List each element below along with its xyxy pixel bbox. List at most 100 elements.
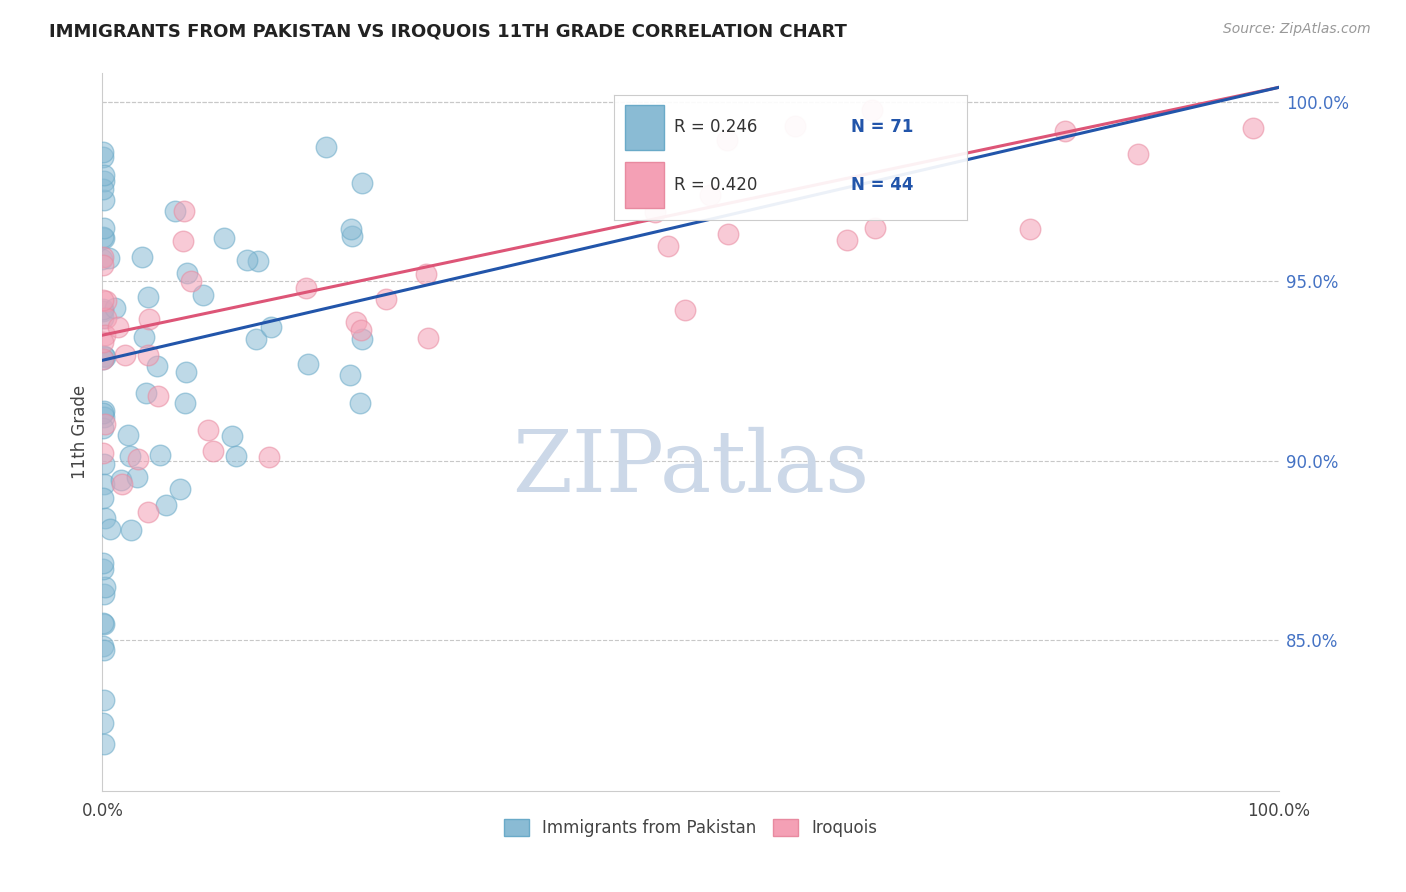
Point: [225, 449, 247, 463]
Point: [93, 406, 115, 420]
Point: [93, 457, 115, 471]
Point: [93, 643, 115, 657]
Point: [91, 252, 114, 267]
Point: [717, 227, 740, 242]
Point: [148, 388, 170, 402]
Text: ZIPatlas: ZIPatlas: [512, 426, 869, 509]
Point: [136, 290, 159, 304]
Point: [111, 477, 134, 491]
Point: [201, 443, 224, 458]
Point: [91, 715, 114, 730]
Point: [93, 231, 115, 245]
Point: [93, 737, 115, 751]
Point: [176, 266, 198, 280]
Point: [173, 396, 195, 410]
Point: [93, 616, 115, 631]
Point: [1241, 121, 1264, 136]
Point: [297, 357, 319, 371]
Point: [125, 469, 148, 483]
Point: [91, 258, 114, 272]
Point: [245, 332, 267, 346]
Point: [212, 231, 235, 245]
Point: [91, 446, 114, 460]
Point: [93, 410, 115, 425]
Point: [294, 281, 316, 295]
Point: [127, 451, 149, 466]
Point: [136, 505, 159, 519]
Point: [91, 352, 114, 367]
Point: [644, 205, 666, 219]
Point: [93, 693, 115, 707]
Point: [93, 168, 115, 182]
Point: [93, 580, 115, 594]
Point: [91, 420, 114, 434]
Point: [349, 396, 371, 410]
Point: [860, 103, 883, 118]
Point: [673, 302, 696, 317]
Point: [114, 348, 136, 362]
Point: [169, 482, 191, 496]
Point: [94, 293, 117, 308]
Point: [93, 310, 115, 325]
Point: [104, 301, 127, 315]
Point: [180, 274, 202, 288]
Point: [344, 315, 367, 329]
Point: [315, 140, 337, 154]
Point: [1018, 222, 1040, 236]
Point: [783, 120, 806, 134]
Point: [716, 133, 738, 147]
Point: [350, 332, 373, 346]
Point: [91, 491, 114, 505]
Point: [110, 473, 132, 487]
Point: [172, 234, 194, 248]
Y-axis label: 11th Grade: 11th Grade: [72, 385, 89, 479]
Point: [259, 450, 281, 464]
Point: [91, 304, 114, 318]
Point: [699, 188, 721, 202]
Point: [138, 312, 160, 326]
Point: [91, 556, 114, 570]
Point: [340, 229, 363, 244]
Point: [174, 365, 197, 379]
Point: [146, 359, 169, 373]
Point: [418, 331, 440, 345]
Point: [197, 423, 219, 437]
Point: [131, 250, 153, 264]
Point: [91, 302, 114, 317]
Point: [93, 417, 115, 432]
Point: [135, 386, 157, 401]
Point: [221, 428, 243, 442]
Point: [91, 351, 114, 366]
Point: [91, 615, 114, 630]
Point: [136, 348, 159, 362]
Point: [91, 562, 114, 576]
Point: [93, 587, 115, 601]
Point: [1053, 124, 1076, 138]
Point: [120, 523, 142, 537]
Point: [107, 319, 129, 334]
Point: [1128, 147, 1150, 161]
Point: [94, 351, 117, 365]
Point: [91, 230, 114, 244]
Point: [98, 522, 121, 536]
Point: [98, 252, 121, 266]
Point: [350, 323, 373, 337]
Legend: Immigrants from Pakistan, Iroquois: Immigrants from Pakistan, Iroquois: [498, 813, 884, 844]
Point: [837, 233, 859, 247]
Point: [91, 639, 114, 653]
Point: [165, 204, 187, 219]
Point: [93, 477, 115, 491]
Point: [863, 221, 886, 235]
Point: [91, 334, 114, 349]
Point: [93, 404, 115, 418]
Point: [375, 293, 398, 307]
Point: [93, 174, 115, 188]
Point: [191, 288, 214, 302]
Text: IMMIGRANTS FROM PAKISTAN VS IROQUOIS 11TH GRADE CORRELATION CHART: IMMIGRANTS FROM PAKISTAN VS IROQUOIS 11T…: [49, 22, 846, 40]
Text: Source: ZipAtlas.com: Source: ZipAtlas.com: [1223, 22, 1371, 37]
Point: [149, 448, 172, 462]
Point: [415, 267, 437, 281]
Point: [93, 350, 115, 364]
Point: [91, 150, 114, 164]
Point: [94, 327, 117, 342]
